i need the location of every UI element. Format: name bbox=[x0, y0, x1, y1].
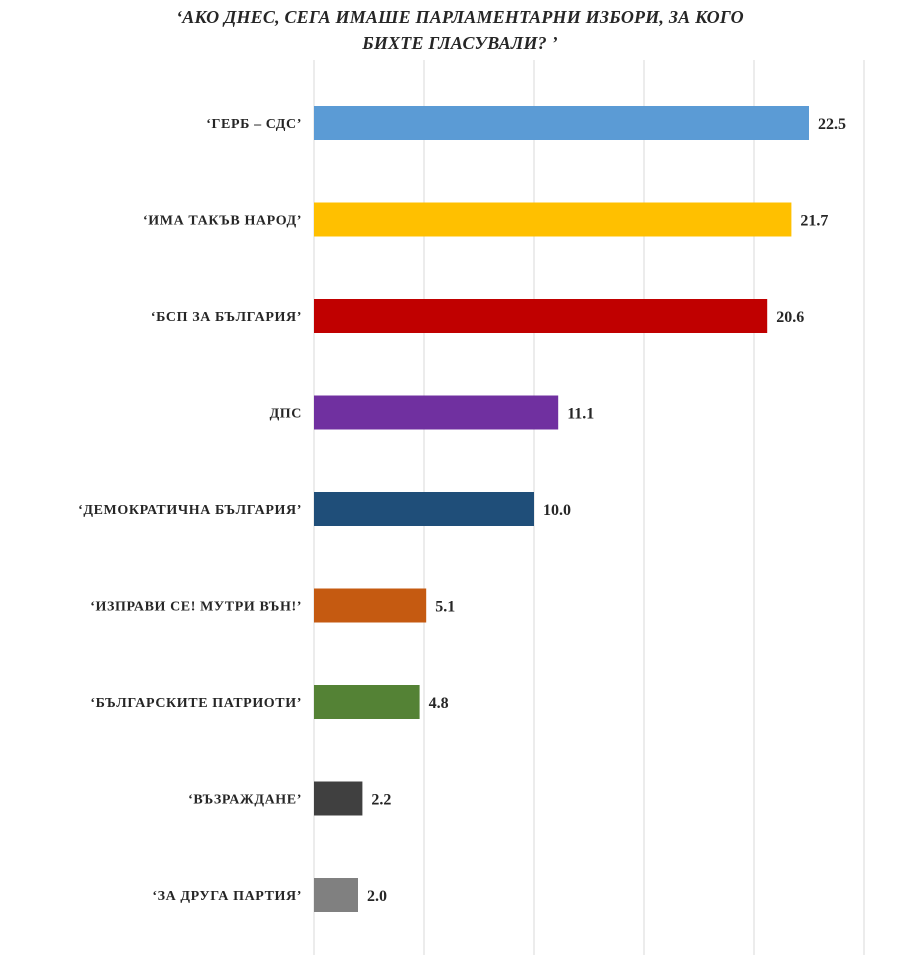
value-label: 4.8 bbox=[429, 695, 449, 712]
category-label: ‘ИЗПРАВИ СЕ! МУТРИ ВЪН!’ bbox=[90, 600, 302, 615]
label-layer: ‘ГЕРБ – СДС’ 22.5 ‘ИМА ТАКЪВ НАРОД’ 21.7 ‘БС… bbox=[78, 116, 846, 905]
value-label: 22.5 bbox=[818, 116, 846, 133]
category-label: ‘ВЪЗРАЖДАНЕ’ bbox=[188, 793, 302, 808]
bar bbox=[314, 781, 363, 816]
bar bbox=[314, 588, 427, 623]
value-label: 2.0 bbox=[367, 888, 387, 905]
bar bbox=[314, 106, 809, 140]
value-label: 5.1 bbox=[435, 599, 455, 616]
bar bbox=[314, 685, 420, 719]
value-label: 11.1 bbox=[567, 406, 594, 423]
bar bbox=[314, 878, 358, 912]
bar bbox=[314, 202, 792, 237]
chart-title-line-1: ‘АКО ДНЕС, СЕГА ИМАШЕ ПАРЛАМЕНТАРНИ ИЗБО… bbox=[176, 7, 744, 27]
category-label: ДПС bbox=[270, 407, 302, 422]
category-label: ‘ИМА ТАКЪВ НАРОД’ bbox=[143, 214, 302, 229]
bar bbox=[314, 492, 534, 526]
chart-title: ‘АКО ДНЕС, СЕГА ИМАШЕ ПАРЛАМЕНТАРНИ ИЗБО… bbox=[90, 4, 830, 56]
value-label: 10.0 bbox=[543, 502, 571, 519]
bar bbox=[314, 299, 768, 333]
chart-title-line-2: БИХТЕ ГЛАСУВАЛИ? ’ bbox=[362, 33, 558, 53]
value-label: 20.6 bbox=[776, 309, 804, 326]
category-label: ‘БЪЛГАРСКИТЕ ПАТРИОТИ’ bbox=[90, 696, 302, 711]
category-label: ‘ЗА ДРУГА ПАРТИЯ’ bbox=[152, 889, 302, 904]
category-label: ‘БСП ЗА БЪЛГАРИЯ’ bbox=[151, 310, 302, 325]
category-label: ‘ДЕМОКРАТИЧНА БЪЛГАРИЯ’ bbox=[78, 503, 302, 518]
value-label: 2.2 bbox=[371, 792, 391, 809]
bar bbox=[314, 395, 559, 430]
value-label: 21.7 bbox=[800, 213, 828, 230]
category-label: ‘ГЕРБ – СДС’ bbox=[206, 117, 302, 132]
bar-layer bbox=[314, 106, 809, 912]
